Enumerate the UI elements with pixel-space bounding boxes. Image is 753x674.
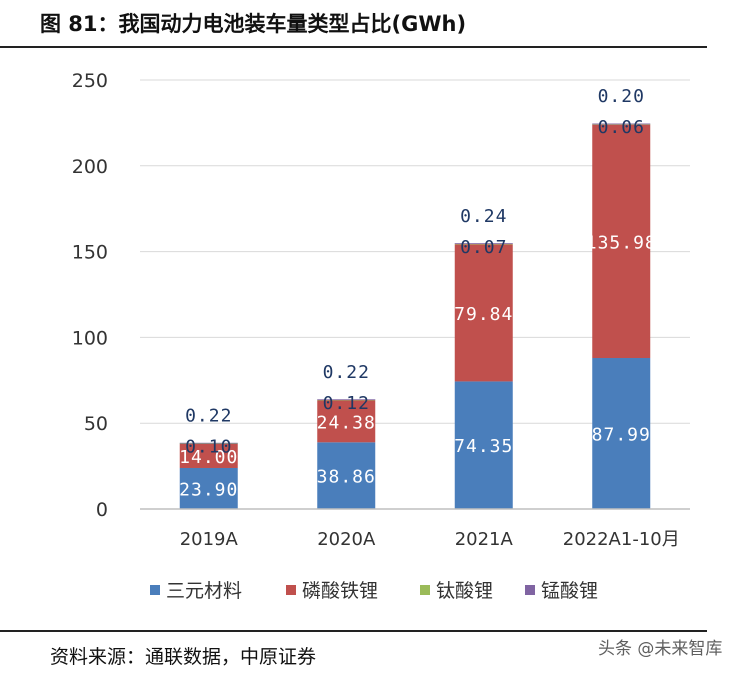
x-tick-label: 2020A	[317, 529, 376, 550]
data-label-ncm: 23.90	[179, 479, 238, 500]
data-label-lfp: 135.98	[586, 232, 657, 253]
y-tick-label: 100	[72, 327, 108, 349]
data-label-ncm: 38.86	[317, 467, 376, 488]
x-tick-label: 2022A1-10月	[563, 529, 680, 550]
data-label-lmo: 0.12	[323, 393, 370, 414]
bar-segment-lfp	[592, 124, 651, 359]
legend-swatch-lfp	[286, 585, 296, 595]
x-tick-label: 2019A	[180, 529, 239, 550]
source-note: 资料来源：通联数据，中原证券	[50, 646, 317, 668]
bar-segment-ncm	[592, 358, 651, 509]
data-label-ncm: 87.99	[592, 425, 651, 446]
data-label-lmo: 0.10	[185, 436, 232, 457]
bottom-rule	[0, 630, 707, 632]
top-rule	[0, 46, 707, 48]
data-label-lfp: 14.00	[179, 447, 238, 468]
bar-segment-ncm	[317, 442, 376, 509]
data-label-lfp: 79.84	[454, 304, 513, 325]
y-tick-label: 250	[72, 70, 108, 92]
y-tick-label: 0	[96, 499, 108, 521]
stacked-bar-chart: 23.90 14.000.10 0.22 38.86 24.380.12 0.22 74.3…	[72, 70, 690, 602]
legend-label-lto: 钛酸锂	[436, 580, 493, 602]
bar-segment-lmo	[179, 442, 238, 444]
bar-segment-lmo	[317, 399, 376, 401]
data-label-lmo: 0.07	[460, 237, 507, 258]
data-label-lto: 0.22	[185, 405, 232, 426]
data-label-lto: 0.20	[598, 86, 645, 107]
legend-swatch-lmo	[525, 585, 535, 595]
chart-title: 图 81：我国动力电池装车量类型占比(GWh)	[40, 12, 467, 36]
data-label-lto: 0.22	[323, 362, 370, 383]
bar-segment-lmo	[454, 243, 513, 244]
bar-segment-ncm	[179, 467, 238, 509]
legend-swatch-lto	[420, 585, 430, 595]
legend-label-lmo: 锰酸锂	[541, 580, 598, 602]
legend-swatch-ncm	[150, 585, 160, 595]
x-tick-label: 2021A	[455, 529, 514, 550]
watermark: 头条 @未来智库	[598, 639, 723, 659]
bar-segment-lfp	[317, 400, 376, 443]
data-label-lto: 0.24	[460, 206, 507, 227]
y-tick-label: 150	[72, 242, 108, 264]
data-label-ncm: 74.35	[454, 436, 513, 457]
legend-label-lfp: 磷酸铁锂	[302, 580, 378, 602]
bar-segment-lto	[454, 243, 513, 245]
y-tick-label: 50	[84, 413, 108, 435]
bar-segment-ncm	[454, 381, 513, 509]
data-label-lfp: 24.38	[317, 412, 376, 433]
bar-segment-lmo	[592, 123, 651, 125]
y-tick-label: 200	[72, 156, 108, 178]
bar-segment-lfp	[454, 244, 513, 382]
legend-label-ncm: 三元材料	[166, 580, 242, 602]
data-label-lmo: 0.06	[598, 117, 645, 138]
bar-segment-lfp	[179, 443, 238, 468]
